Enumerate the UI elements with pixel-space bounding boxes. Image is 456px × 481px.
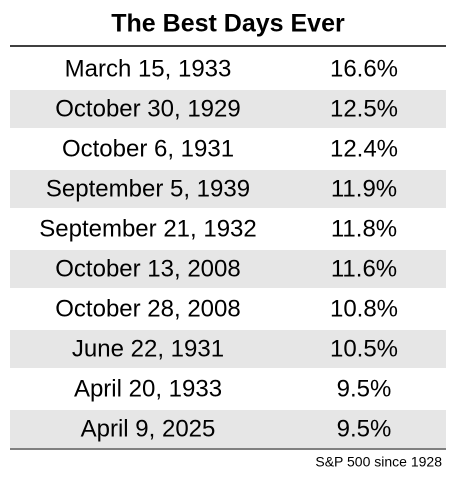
return-cell: 10.8%	[330, 295, 398, 322]
return-cell: 9.5%	[337, 415, 392, 442]
date-cell: October 13, 2008	[55, 255, 240, 282]
row-band	[10, 90, 446, 128]
return-cell: 12.5%	[330, 95, 398, 122]
date-cell: April 20, 1933	[74, 375, 222, 402]
row-band	[10, 410, 446, 448]
date-cell: October 30, 1929	[55, 95, 240, 122]
rows: March 15, 1933 16.6% October 30, 1929 12.5%…	[10, 55, 446, 448]
return-cell: 9.5%	[337, 375, 392, 402]
date-cell: March 15, 1933	[65, 55, 232, 82]
date-cell: June 22, 1931	[72, 335, 224, 362]
return-cell: 12.4%	[330, 135, 398, 162]
date-cell: April 9, 2025	[81, 415, 216, 442]
date-cell: September 21, 1932	[39, 215, 257, 242]
footer-note: S&P 500 since 1928	[315, 454, 442, 470]
row-band	[10, 170, 446, 208]
row-band	[10, 250, 446, 288]
return-cell: 11.8%	[331, 215, 397, 242]
date-cell: October 28, 2008	[55, 295, 240, 322]
date-cell: October 6, 1931	[62, 135, 234, 162]
date-cell: September 5, 1939	[46, 175, 250, 202]
row-band	[10, 330, 446, 368]
return-cell: 11.6%	[331, 255, 397, 282]
return-cell: 11.9%	[331, 175, 397, 202]
return-cell: 16.6%	[330, 55, 398, 82]
return-cell: 10.5%	[330, 335, 398, 362]
table-title: The Best Days Ever	[111, 10, 345, 38]
